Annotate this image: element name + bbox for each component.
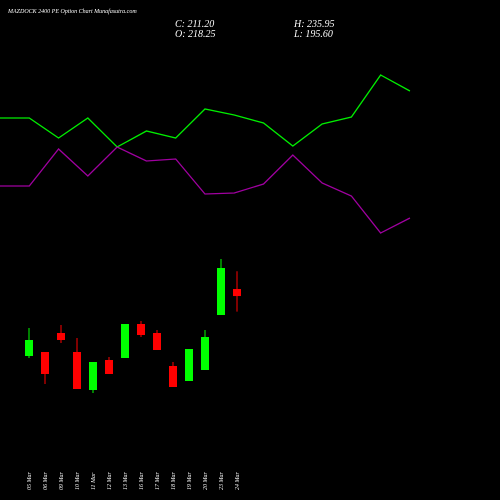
- candle-body: [137, 324, 145, 335]
- candle-body: [73, 352, 81, 389]
- x-tick-label: 05 Mar: [27, 472, 33, 490]
- x-tick-label: 23 Mar: [219, 472, 225, 490]
- x-tick-label: 09 Mar: [59, 472, 65, 490]
- candle-body: [217, 268, 225, 315]
- candle-body: [233, 289, 241, 297]
- candle-body: [25, 340, 33, 356]
- x-tick-label: 18 Mar: [171, 472, 177, 490]
- line-series: [0, 146, 411, 234]
- low-label: L: 195.60: [293, 29, 333, 40]
- candle-body: [121, 324, 129, 358]
- candle-body: [89, 362, 97, 390]
- x-tick-label: 17 Mar: [155, 472, 161, 490]
- chart-title: MAZDOCK 2400 PE Option Chart Munafasutra…: [7, 8, 137, 15]
- x-tick-label: 12 Mar: [107, 472, 113, 490]
- candle-body: [153, 333, 161, 350]
- candle-body: [185, 349, 193, 381]
- x-tick-label: 19 Mar: [187, 472, 193, 490]
- candle-body: [57, 333, 65, 340]
- candle-body: [201, 337, 209, 370]
- candle-body: [169, 366, 177, 387]
- x-tick-label: 10 Mar: [75, 472, 81, 490]
- high-label: H: 235.95: [293, 19, 335, 30]
- line-series: [0, 74, 411, 148]
- x-tick-label: 16 Mar: [139, 472, 145, 490]
- open-label: O: 218.25: [175, 29, 216, 40]
- x-tick-label: 11 Mar: [91, 472, 97, 490]
- x-tick-label: 24 Mar: [234, 472, 241, 490]
- candle-body: [105, 360, 113, 374]
- x-tick-label: 06 Mar: [43, 472, 49, 490]
- close-label: C: 211.20: [175, 19, 214, 30]
- x-tick-label: 13 Mar: [123, 472, 129, 490]
- x-tick-label: 20 Mar: [203, 472, 209, 490]
- candle-body: [41, 352, 49, 374]
